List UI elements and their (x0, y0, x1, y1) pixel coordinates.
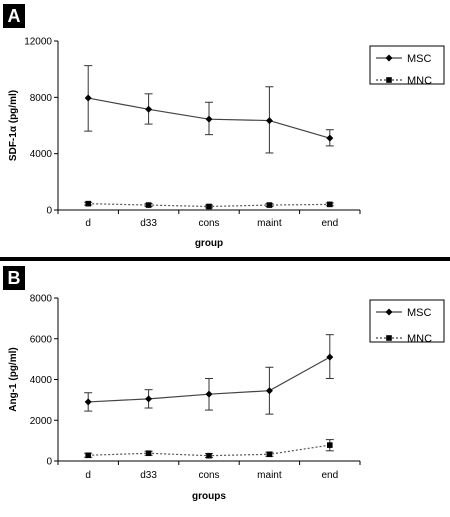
legend-marker-MSC (385, 308, 393, 316)
x-tick-label: maint (257, 218, 282, 229)
x-tick-label: end (321, 470, 338, 481)
panel-label: B (3, 266, 25, 290)
data-point-MSC (145, 105, 153, 113)
data-point-MSC (326, 134, 334, 142)
data-point-MNC (327, 442, 333, 448)
legend-marker-MSC (385, 54, 393, 62)
x-tick-label: d33 (140, 470, 157, 481)
x-tick-label: end (321, 218, 338, 229)
data-point-MNC (145, 202, 152, 208)
y-tick-label: 0 (46, 457, 52, 468)
legend-label: MSC (407, 307, 432, 319)
x-tick-label: d33 (140, 218, 157, 229)
data-point-MSC (145, 395, 153, 403)
panel-label: A (3, 4, 25, 28)
y-tick-label: 0 (46, 206, 52, 217)
y-axis-title: SDF-1α (pg/ml) (8, 90, 19, 161)
x-tick-label: d (85, 218, 91, 229)
data-point-MNC (266, 202, 273, 208)
data-point-MSC (205, 115, 213, 123)
legend-label: MNC (407, 333, 432, 345)
chart-panel-a: A 0 4000 8000 12000 d d33 cons maint end group SDF… (0, 0, 450, 258)
data-point-MNC (85, 452, 91, 459)
legend-label: MSC (407, 53, 432, 65)
legend-marker-MNC (386, 335, 392, 341)
legend-marker-MNC (386, 77, 392, 83)
data-point-MNC (266, 451, 273, 458)
y-tick-label: 6000 (30, 334, 53, 345)
data-point-MNC (206, 452, 212, 459)
x-tick-label: maint (257, 470, 282, 481)
y-tick-label: 4000 (30, 149, 53, 160)
y-tick-label: 8000 (30, 294, 53, 305)
x-tick-label: d (85, 470, 91, 481)
x-axis-title: groups (192, 491, 226, 502)
chart-panel-b: B 0 2000 4000 6000 8000 d d33 cons maint end group… (0, 262, 450, 512)
legend-label: MNC (407, 75, 432, 87)
chart-a-svg: 0 4000 8000 12000 d d33 cons maint end group SDF-1… (8, 37, 445, 249)
y-tick-label: 2000 (30, 416, 53, 427)
data-point-MSC (84, 398, 92, 406)
data-point-MNC (145, 450, 152, 457)
y-tick-label: 8000 (30, 93, 53, 104)
y-tick-label: 4000 (30, 375, 53, 386)
data-point-MSC (265, 387, 273, 395)
legend-box (369, 45, 445, 85)
data-point-MSC (265, 117, 273, 125)
chart-b-svg: 0 2000 4000 6000 8000 d d33 cons maint end groups A… (8, 294, 445, 502)
x-tick-label: cons (198, 470, 219, 481)
panel-divider (0, 257, 450, 261)
data-point-MNC (327, 201, 333, 208)
data-point-MNC (206, 203, 212, 210)
y-axis-title: Ang-1 (pg/ml) (8, 347, 19, 411)
data-point-MSC (326, 353, 334, 361)
x-axis-title: group (195, 238, 223, 249)
data-point-MNC (85, 200, 91, 207)
y-tick-label: 12000 (24, 37, 52, 48)
data-point-MSC (205, 390, 213, 398)
legend-box (369, 299, 445, 343)
x-tick-label: cons (198, 218, 219, 229)
data-point-MSC (84, 94, 92, 102)
